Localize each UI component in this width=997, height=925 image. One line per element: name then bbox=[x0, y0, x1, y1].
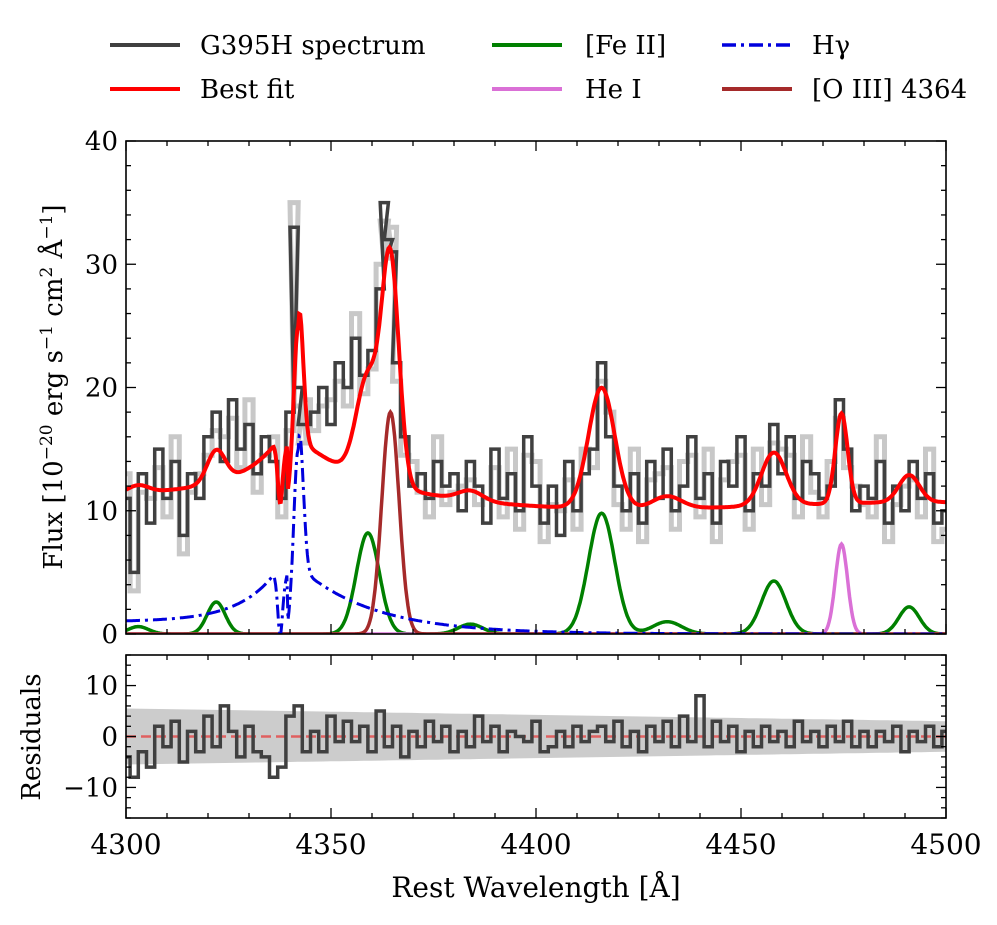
o-iii-line bbox=[126, 408, 946, 634]
spectrum-error-band bbox=[126, 200, 946, 594]
y-tick-label: 0 bbox=[101, 620, 118, 650]
y-tick-label: 40 bbox=[85, 127, 118, 157]
legend-entry: Hγ bbox=[722, 31, 850, 61]
x-tick-label: 4400 bbox=[500, 828, 571, 861]
legend-entry: Best fit bbox=[110, 75, 295, 105]
legend-label: He I bbox=[585, 75, 642, 105]
x-tick-label: 4350 bbox=[295, 828, 366, 861]
y-tick-label: 0 bbox=[101, 723, 118, 753]
y-tick-label: −10 bbox=[63, 773, 118, 803]
legend-entry: [Fe II] bbox=[492, 31, 666, 61]
y-tick-label: 10 bbox=[85, 497, 118, 527]
x-tick-label: 4300 bbox=[90, 828, 161, 861]
he-i-line bbox=[126, 541, 946, 634]
legend-label: G395H spectrum bbox=[200, 31, 426, 61]
legend-entry: He I bbox=[492, 75, 642, 105]
legend: G395H spectrum [Fe II] Hγ Best fit He I … bbox=[110, 31, 967, 105]
x-axis-label: Rest Wavelength [Å] bbox=[391, 871, 680, 904]
legend-entry: [O III] 4364 bbox=[722, 75, 967, 105]
y-tick-label: 10 bbox=[85, 672, 118, 702]
legend-label: Best fit bbox=[200, 75, 295, 105]
fe-ii-line bbox=[126, 511, 946, 634]
residuals-panel: 4300 4350 4400 4450 4500 −10 0 10 Residuals bbox=[17, 654, 982, 861]
legend-entry: G395H spectrum bbox=[110, 31, 426, 61]
spectrum-panel-frame bbox=[125, 140, 947, 635]
x-tick-label: 4450 bbox=[705, 828, 776, 861]
y-tick-label: 20 bbox=[85, 374, 118, 404]
residuals-line bbox=[126, 694, 946, 780]
legend-label: Hγ bbox=[812, 31, 850, 61]
y-tick-label: 30 bbox=[85, 250, 118, 280]
legend-label: [Fe II] bbox=[585, 31, 666, 61]
residuals-y-axis-label: Residuals bbox=[17, 673, 47, 800]
y-axis-label: Flux [10−20 erg s−1 cm2 Å−1] bbox=[37, 204, 69, 569]
spectrum-panel: 0 10 20 30 40 Flux [10−20 erg s−1 cm2 Å−1] bbox=[37, 127, 947, 650]
x-tick-label: 4500 bbox=[910, 828, 981, 861]
spectrum-line bbox=[126, 200, 946, 575]
best-fit-line bbox=[126, 244, 946, 510]
legend-label: [O III] 4364 bbox=[812, 75, 967, 105]
